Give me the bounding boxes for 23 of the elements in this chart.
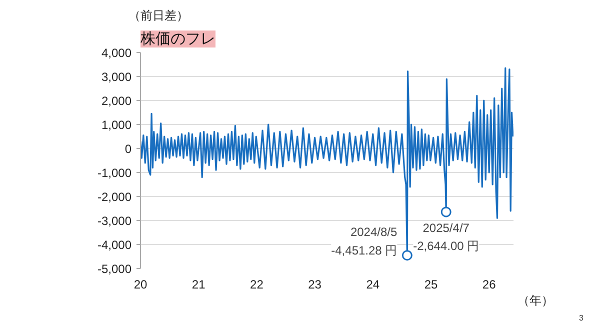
y-tick-label: 1,000 bbox=[101, 118, 132, 132]
y-tick-label: -2,000 bbox=[97, 190, 132, 204]
y-tick-label: 2,000 bbox=[101, 94, 132, 108]
y-tick-label: -3,000 bbox=[97, 214, 132, 228]
x-tick-label: 21 bbox=[192, 278, 206, 292]
y-tick-label: 4,000 bbox=[101, 46, 132, 60]
chart-title: 株価のフレ bbox=[140, 30, 216, 48]
x-tick-label: 23 bbox=[308, 278, 322, 292]
annotation: 2025/4/7 -2,644.00 円 bbox=[413, 220, 480, 254]
text: 3 bbox=[579, 314, 584, 322]
x-axis-title: （年） bbox=[518, 294, 554, 308]
x-tick-label: 26 bbox=[482, 278, 496, 292]
x-tick-label: 24 bbox=[366, 278, 380, 292]
y-tick-label: 3,000 bbox=[101, 70, 132, 84]
y-tick-label: 0 bbox=[124, 142, 132, 156]
y-axis-title: （前日差） bbox=[128, 8, 188, 22]
annotation: 2024/8/5 -4,451.28 円 bbox=[331, 225, 398, 258]
x-tick-label: 25 bbox=[424, 278, 438, 292]
x-tick-label: 22 bbox=[250, 278, 264, 292]
y-tick-label: -1,000 bbox=[97, 166, 132, 180]
x-tick-label: 20 bbox=[134, 278, 148, 292]
y-tick-label: -4,000 bbox=[97, 238, 132, 252]
y-tick-label: -5,000 bbox=[97, 262, 132, 276]
